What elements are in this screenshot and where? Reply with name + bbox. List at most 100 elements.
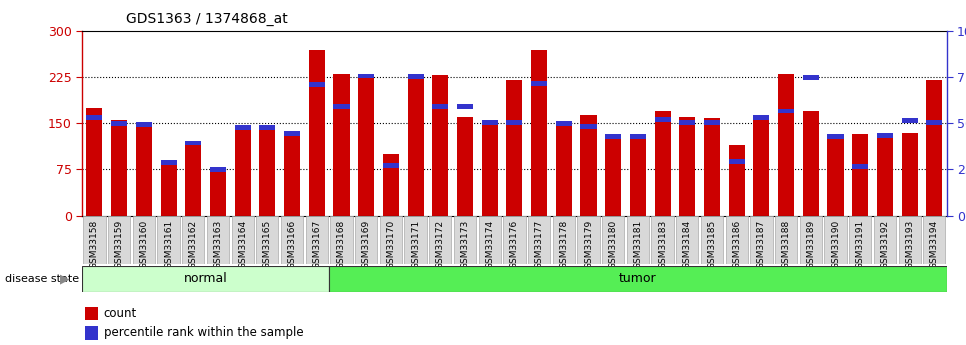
Bar (753, 115, 770, 216)
Text: GSM33168: GSM33168 (337, 219, 346, 269)
Bar (136, 125, 152, 216)
Bar (555, 121, 572, 126)
Bar (901, 118, 918, 123)
Text: tumor: tumor (619, 272, 657, 285)
FancyBboxPatch shape (701, 216, 724, 264)
Bar (235, 126, 251, 216)
FancyBboxPatch shape (898, 216, 921, 264)
Bar (482, 120, 497, 216)
Bar (531, 81, 547, 86)
FancyBboxPatch shape (429, 216, 451, 264)
Text: GSM33191: GSM33191 (856, 219, 865, 269)
FancyBboxPatch shape (725, 216, 748, 264)
Text: GSM33159: GSM33159 (115, 219, 124, 269)
Bar (111, 120, 128, 216)
FancyBboxPatch shape (183, 216, 205, 264)
Text: GSM33184: GSM33184 (683, 219, 692, 269)
Bar (877, 134, 893, 216)
Bar (284, 131, 300, 136)
Text: GSM33185: GSM33185 (707, 219, 717, 269)
Bar (803, 111, 819, 216)
Bar (531, 50, 547, 216)
Text: GSM33183: GSM33183 (658, 219, 668, 269)
Text: GSM33194: GSM33194 (930, 219, 939, 269)
Bar (408, 75, 424, 216)
Bar (728, 145, 745, 216)
Text: GSM33166: GSM33166 (288, 219, 297, 269)
Bar (655, 111, 670, 216)
FancyBboxPatch shape (478, 216, 500, 264)
Bar (383, 163, 399, 168)
Bar (828, 135, 843, 216)
Bar (778, 74, 794, 216)
Text: GSM33167: GSM33167 (312, 219, 322, 269)
Text: GSM33188: GSM33188 (781, 219, 790, 269)
Bar (259, 125, 275, 130)
FancyBboxPatch shape (256, 216, 278, 264)
Bar (333, 104, 350, 109)
Bar (778, 109, 794, 114)
Bar (803, 75, 819, 80)
FancyBboxPatch shape (824, 216, 846, 264)
Text: GSM33176: GSM33176 (510, 219, 519, 269)
Text: GSM33180: GSM33180 (609, 219, 617, 269)
Bar (655, 117, 670, 122)
Bar (432, 104, 448, 109)
Text: GSM33173: GSM33173 (461, 219, 469, 269)
FancyBboxPatch shape (281, 216, 303, 264)
Text: GSM33158: GSM33158 (90, 219, 99, 269)
Bar (926, 120, 943, 125)
FancyBboxPatch shape (800, 216, 822, 264)
Bar (581, 115, 597, 216)
FancyBboxPatch shape (602, 216, 624, 264)
Bar (679, 117, 696, 216)
Text: GSM33165: GSM33165 (263, 219, 271, 269)
Bar (136, 122, 152, 127)
Bar (605, 136, 621, 216)
Bar (111, 121, 128, 126)
Bar (235, 125, 251, 130)
Bar (753, 115, 770, 120)
Bar (482, 120, 497, 125)
FancyBboxPatch shape (157, 216, 180, 264)
FancyBboxPatch shape (874, 216, 896, 264)
Text: GSM33160: GSM33160 (139, 219, 149, 269)
Bar (605, 135, 621, 139)
Bar (704, 118, 720, 216)
Bar (86, 108, 102, 216)
Bar (457, 117, 473, 216)
FancyBboxPatch shape (305, 216, 327, 264)
FancyBboxPatch shape (207, 216, 229, 264)
Text: GSM33170: GSM33170 (386, 219, 395, 269)
FancyBboxPatch shape (83, 216, 105, 264)
Bar (901, 132, 918, 216)
Bar (210, 169, 226, 216)
Text: count: count (104, 307, 137, 320)
Bar (877, 133, 893, 138)
Text: GSM33177: GSM33177 (534, 219, 544, 269)
Bar (457, 104, 473, 109)
Bar (333, 74, 350, 216)
Bar (309, 82, 325, 87)
Text: GSM33189: GSM33189 (807, 219, 815, 269)
FancyBboxPatch shape (528, 216, 551, 264)
FancyBboxPatch shape (355, 216, 378, 264)
FancyBboxPatch shape (330, 216, 353, 264)
Bar (852, 164, 868, 169)
Text: GSM33169: GSM33169 (361, 219, 371, 269)
Text: GSM33162: GSM33162 (188, 219, 198, 269)
Bar (358, 75, 374, 216)
FancyBboxPatch shape (553, 216, 575, 264)
Bar (160, 160, 177, 216)
Text: GSM33193: GSM33193 (905, 219, 914, 269)
FancyBboxPatch shape (578, 216, 600, 264)
Bar (630, 135, 646, 139)
Bar (82, 266, 329, 292)
Bar (185, 142, 201, 216)
Text: ▶: ▶ (60, 272, 70, 285)
Text: normal: normal (184, 272, 228, 285)
Bar (284, 132, 300, 216)
Bar (506, 120, 523, 125)
FancyBboxPatch shape (108, 216, 130, 264)
Bar (926, 80, 943, 216)
